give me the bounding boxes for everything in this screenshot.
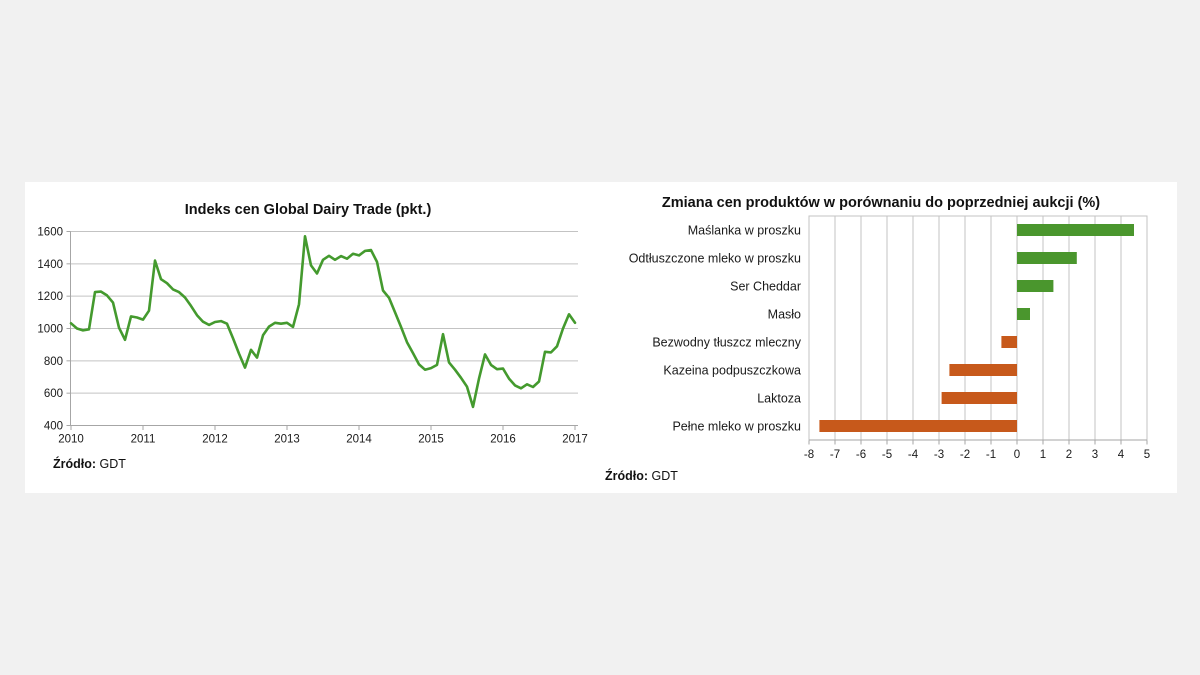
bar-chart-x-tick-label: -8 xyxy=(804,449,814,461)
line-chart-x-tick-label: 2017 xyxy=(562,434,588,446)
line-chart-x-tick-label: 2011 xyxy=(131,434,156,446)
bar-category-label: Odtłuszczone mleko w proszku xyxy=(629,252,801,266)
bar-chart-x-tick-label: 1 xyxy=(1040,449,1046,461)
bar-chart-x-tick-label: -7 xyxy=(830,449,840,461)
line-chart-x-tick-label: 2016 xyxy=(490,434,516,446)
bar-category-label: Masło xyxy=(768,308,801,322)
bar xyxy=(941,392,1017,404)
bar xyxy=(1017,280,1054,292)
bar-chart-x-tick-label: -6 xyxy=(856,449,866,461)
bar-category-label: Maślanka w proszku xyxy=(688,224,801,238)
bar-chart-x-tick-label: 4 xyxy=(1118,449,1125,461)
line-chart-y-tick-label: 1400 xyxy=(37,259,63,271)
charts-panel: 400 600 800 1000 1200 1400 1600 2010 2011 2012 201… xyxy=(25,182,1177,493)
source-label: Źródło: xyxy=(53,457,97,471)
bar xyxy=(819,420,1017,432)
bar xyxy=(1017,224,1134,236)
bar-chart-x-tick-label: 5 xyxy=(1144,449,1150,461)
bar-chart-title: Zmiana cen produktów w porównaniu do pop… xyxy=(661,195,1101,211)
bar-chart-x-tick-label: 3 xyxy=(1092,449,1098,461)
line-chart-x-tick-label: 2015 xyxy=(418,434,444,446)
line-chart-y-tick-label: 400 xyxy=(44,421,63,433)
bar-category-label: Bezwodny tłuszcz mleczny xyxy=(652,336,801,350)
line-chart-x-tick-label: 2014 xyxy=(346,434,372,446)
bar-category-label: Laktoza xyxy=(757,392,801,406)
line-chart-title: Indeks cen Global Dairy Trade (pkt.) xyxy=(184,202,432,218)
line-chart-y-tick-label: 1600 xyxy=(37,227,63,239)
line-chart-x-tick-label: 2012 xyxy=(202,434,228,446)
source-value: GDT xyxy=(99,457,126,471)
line-chart-y-tick-label: 1200 xyxy=(37,291,63,303)
source-label: Źródło: xyxy=(605,469,649,483)
line-chart-x-tick-label: 2013 xyxy=(274,434,300,446)
bar-chart-x-tick-label: -5 xyxy=(882,449,892,461)
bar xyxy=(949,364,1017,376)
bar-chart-x-tick-label: 2 xyxy=(1066,449,1072,461)
bar-chart-x-tick-label: -1 xyxy=(986,449,996,461)
bar-chart-x-tick-label: -3 xyxy=(934,449,944,461)
line-chart-y-tick-label: 600 xyxy=(44,388,63,400)
line-chart-y-tick-label: 800 xyxy=(44,356,63,368)
bar-chart-x-tick-label: 0 xyxy=(1014,449,1020,461)
bar xyxy=(1001,336,1017,348)
line-chart-series xyxy=(69,234,577,409)
line-chart-x-tick-label: 2010 xyxy=(58,434,84,446)
bar xyxy=(1017,252,1077,264)
bar-category-label: Ser Cheddar xyxy=(730,280,801,294)
bar-chart-x-tick-label: -4 xyxy=(908,449,919,461)
bar-category-label: Kazeina podpuszczkowa xyxy=(663,364,801,378)
bar-chart-x-tick-label: -2 xyxy=(960,449,970,461)
line-chart-y-tick-label: 1000 xyxy=(37,324,63,336)
bar-chart-plot-border xyxy=(808,215,1148,441)
bar-chart-source: Źródło: GDT xyxy=(605,469,678,483)
source-value: GDT xyxy=(651,469,678,483)
line-chart-source: Źródło: GDT xyxy=(53,457,126,471)
bar-category-label: Pełne mleko w proszku xyxy=(672,420,801,434)
bar xyxy=(1017,308,1030,320)
